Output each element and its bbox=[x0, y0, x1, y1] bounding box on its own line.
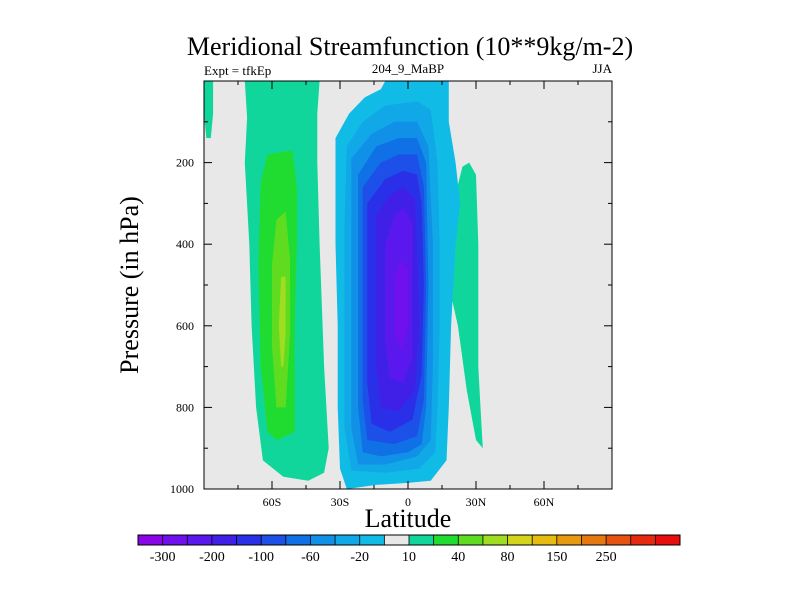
colorbar-label: -300 bbox=[150, 550, 176, 565]
colorbar-frame bbox=[137, 534, 681, 546]
y-tick-label: 200 bbox=[176, 156, 194, 170]
colorbar: -300 -200 -100 -60 -20 10 40 80 150 250 bbox=[137, 534, 681, 565]
plot-area: 60S 30S 0 30N 60N 200 400 600 800 1000 bbox=[170, 80, 613, 509]
colorbar-swatch bbox=[261, 535, 287, 545]
y-tick-label: 400 bbox=[176, 237, 194, 251]
x-axis-label: Latitude bbox=[365, 504, 452, 533]
y-tick-label: 1000 bbox=[170, 482, 194, 496]
colorbar-swatch bbox=[458, 535, 484, 545]
contour-fills bbox=[204, 81, 483, 489]
colorbar-swatch bbox=[433, 535, 459, 545]
colorbar-label: 250 bbox=[596, 550, 617, 565]
x-tick-label: 30S bbox=[331, 495, 350, 509]
contour-region-sh-cell-inner bbox=[278, 276, 286, 367]
season-label: JJA bbox=[592, 61, 612, 76]
run-label: 204_9_MaBP bbox=[372, 61, 444, 76]
colorbar-label: -60 bbox=[301, 550, 320, 565]
chart-title: Meridional Streamfunction (10**9kg/m-2) bbox=[187, 32, 633, 61]
colorbar-swatch bbox=[482, 535, 508, 545]
colorbar-swatch bbox=[581, 535, 607, 545]
colorbar-swatch bbox=[187, 535, 213, 545]
colorbar-swatch bbox=[556, 535, 582, 545]
colorbar-swatch bbox=[211, 535, 237, 545]
x-tick-label: 0 bbox=[405, 495, 411, 509]
colorbar-swatch bbox=[606, 535, 632, 545]
colorbar-swatch bbox=[359, 535, 385, 545]
colorbar-label: 40 bbox=[451, 550, 465, 565]
colorbar-swatch bbox=[655, 535, 681, 545]
colorbar-label: -20 bbox=[350, 550, 369, 565]
y-tick-label: 600 bbox=[176, 319, 194, 333]
colorbar-swatch bbox=[409, 535, 434, 545]
x-tick-label: 60N bbox=[534, 495, 555, 509]
colorbar-swatch bbox=[507, 535, 533, 545]
colorbar-label: -200 bbox=[199, 550, 225, 565]
colorbar-swatch bbox=[630, 535, 656, 545]
contour-region-polar-strip bbox=[204, 81, 214, 139]
colorbar-label: -100 bbox=[248, 550, 274, 565]
axis-ticks: 60S 30S 0 30N 60N 200 400 600 800 1000 bbox=[170, 81, 612, 509]
y-axis-label: Pressure (in hPa) bbox=[115, 196, 144, 374]
colorbar-swatch bbox=[285, 535, 311, 545]
colorbar-label: 10 bbox=[402, 550, 416, 565]
colorbar-swatch bbox=[335, 535, 361, 545]
colorbar-swatch bbox=[310, 535, 336, 545]
colorbar-swatch bbox=[384, 535, 410, 545]
colorbar-swatch bbox=[236, 535, 262, 545]
x-tick-label: 60S bbox=[263, 495, 282, 509]
colorbar-swatch bbox=[532, 535, 558, 545]
contour-region-hadley-max bbox=[394, 260, 408, 351]
y-tick-label: 800 bbox=[176, 400, 194, 414]
experiment-label: Expt = tfkEp bbox=[204, 63, 271, 78]
colorbar-swatch bbox=[162, 535, 188, 545]
colorbar-label: 150 bbox=[546, 550, 567, 565]
colorbar-swatch bbox=[138, 535, 163, 545]
colorbar-label: 80 bbox=[501, 550, 515, 565]
x-tick-label: 30N bbox=[466, 495, 487, 509]
